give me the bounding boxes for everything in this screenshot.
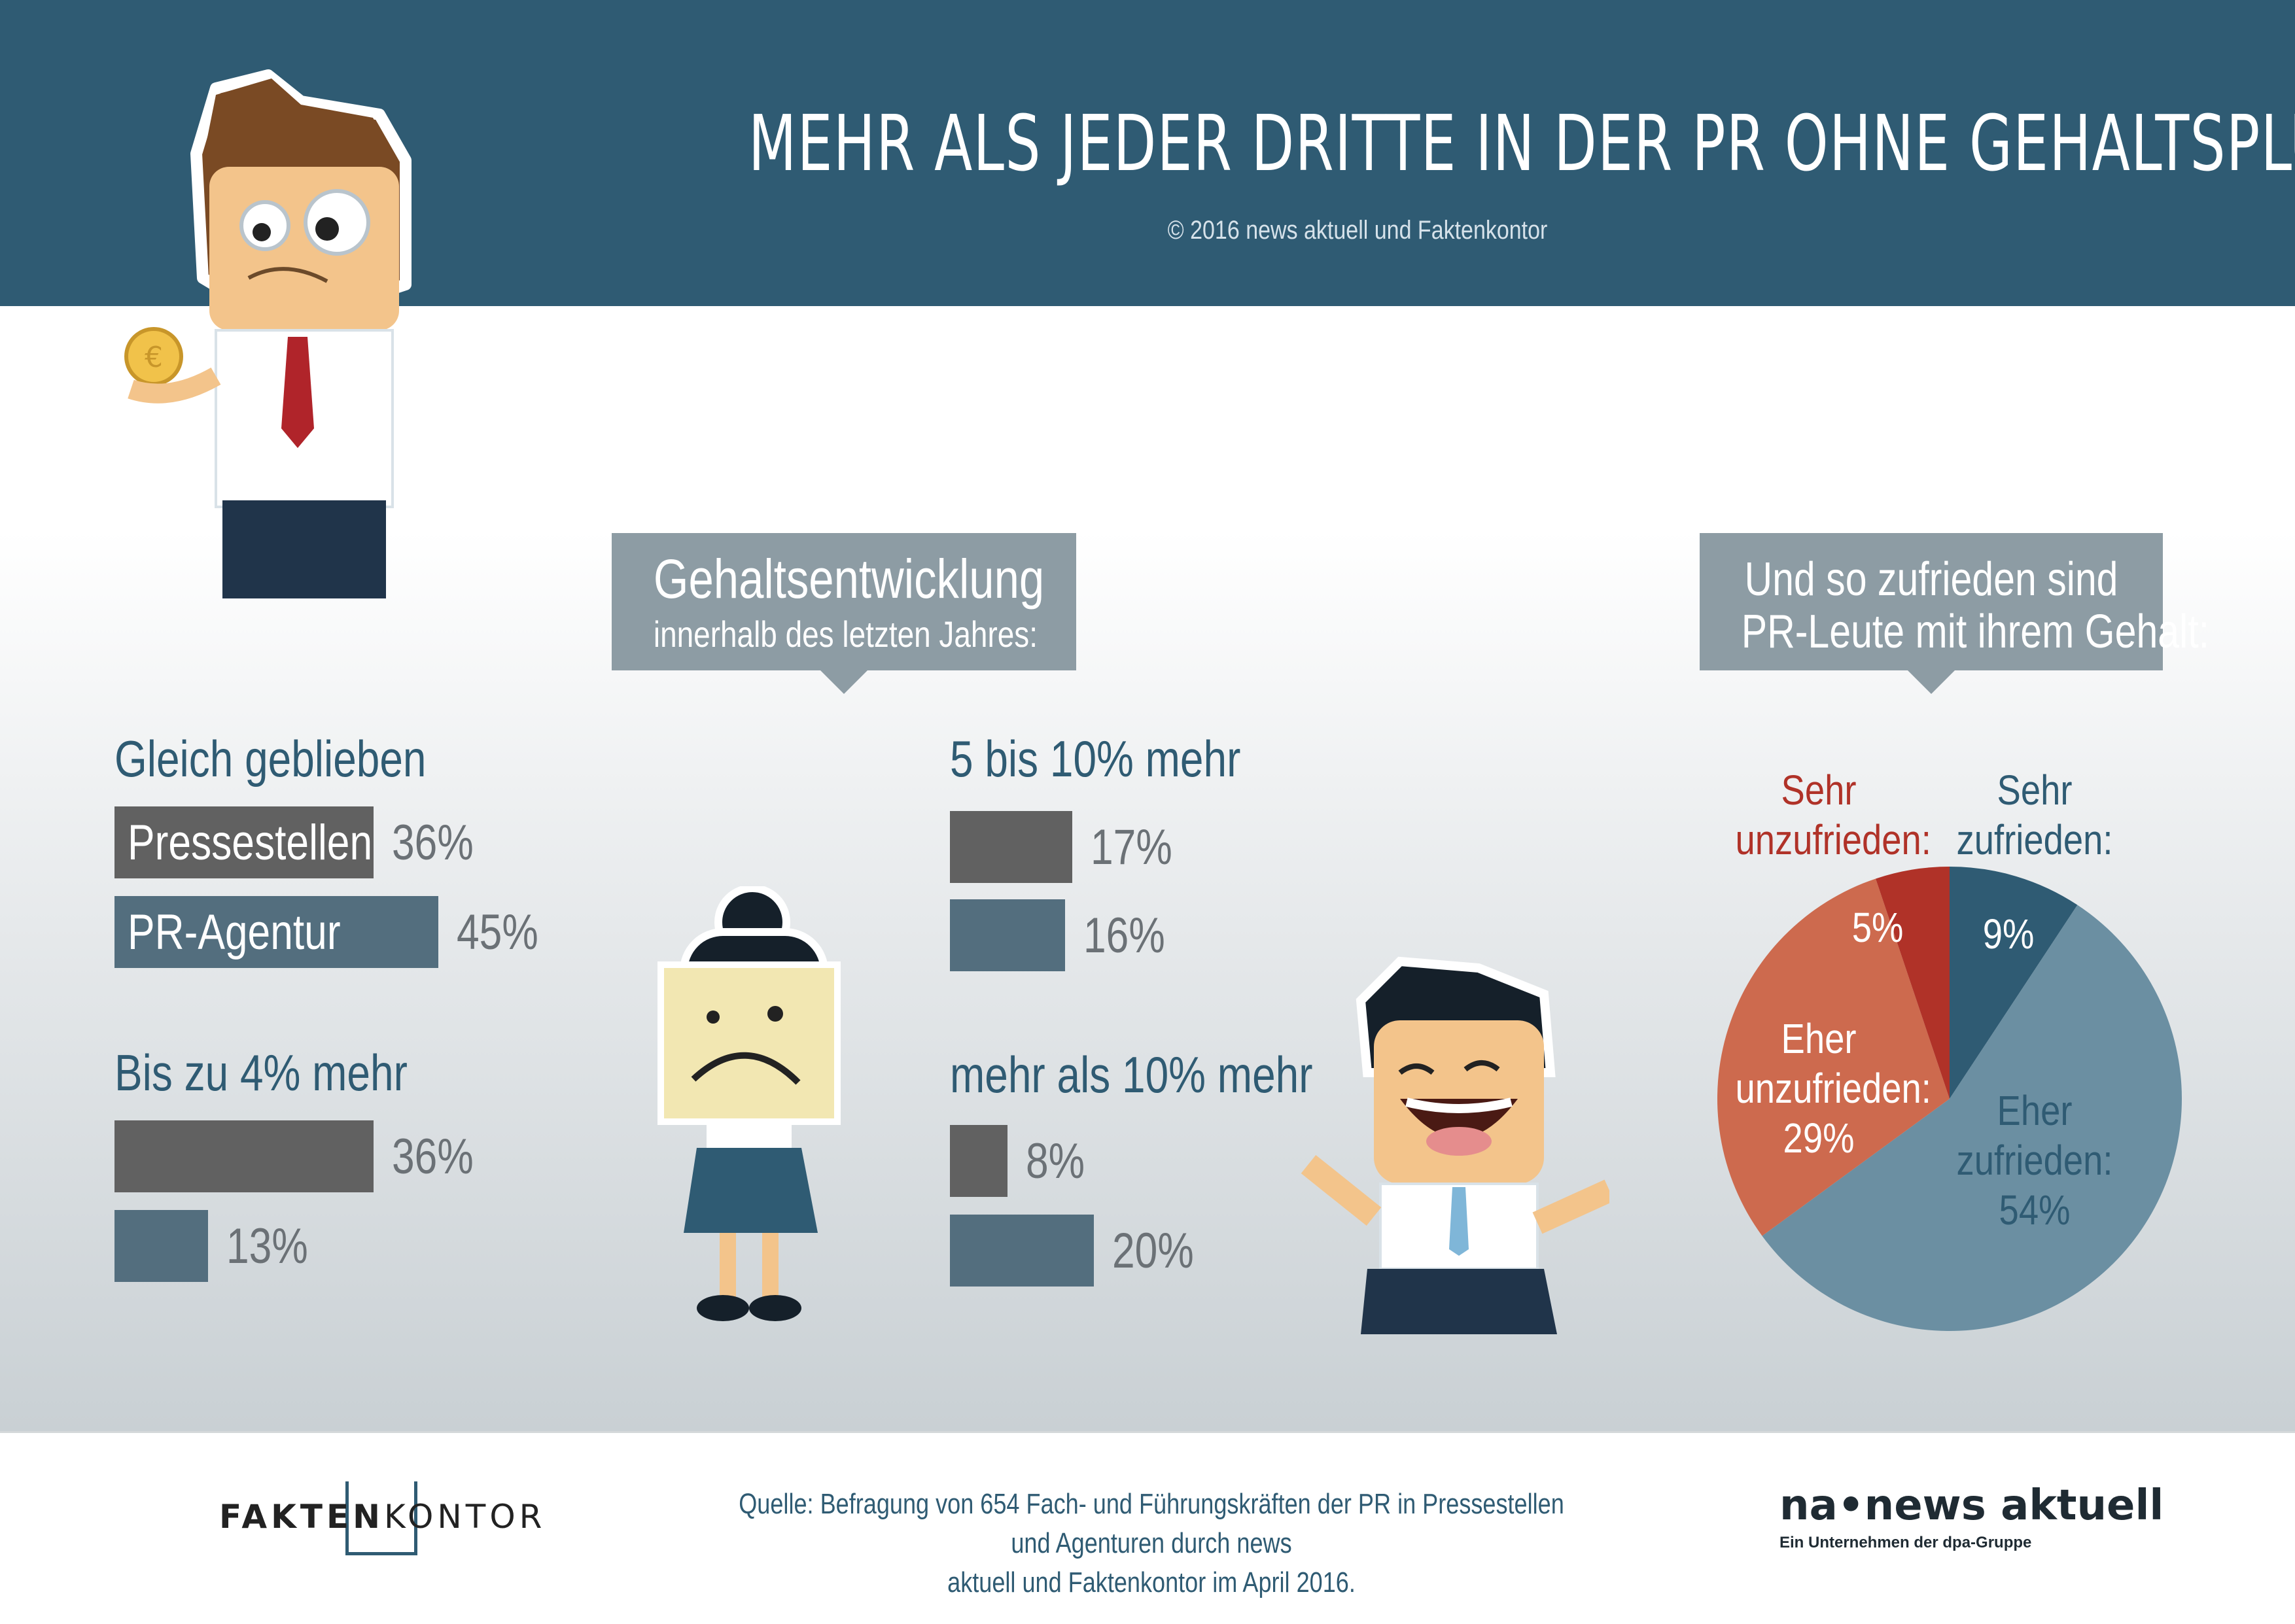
pie-slice-name: Sehr unzufrieden: (1735, 767, 1931, 863)
bar-value-label: 16% (1083, 908, 1165, 963)
series-label: Pressestellen (128, 815, 373, 871)
bar-group-title: 5 bis 10% mehr (950, 730, 1241, 787)
source-line-1: Quelle: Befragung von 654 Fach- und Führ… (739, 1488, 1564, 1559)
callout-subheading: PR-Leute mit ihrem Gehalt: (1741, 606, 2210, 658)
happy-man-illustration (1301, 956, 1609, 1334)
source-line-2: aktuell und Faktenkontor im April 2016. (947, 1566, 1356, 1598)
news-aktuell-tagline: Ein Unternehmen der dpa-Gruppe (1779, 1534, 2032, 1551)
faktenkontor-logo: FAKTENKONTOR (219, 1498, 546, 1536)
bar-pressestellen (114, 1120, 374, 1192)
bar-value-label: 36% (392, 1129, 474, 1184)
news-aktuell-logo: na•news aktuell (1779, 1481, 2164, 1530)
pie-slice-label: Eher unzufrieden: 29% (1735, 1015, 1931, 1162)
pie-slice-value: 5% (1851, 904, 1904, 951)
series-label: PR-Agentur (128, 905, 341, 960)
pie-slice-name: Sehr zufrieden: (1956, 767, 2113, 863)
bar-group-title: Bis zu 4% mehr (114, 1044, 408, 1101)
satisfaction-pie-chart (1717, 867, 2182, 1331)
faktenkontor-logo-frame (345, 1481, 417, 1555)
bar-pr-agentur (950, 899, 1065, 971)
bar-group-title: Gleich geblieben (114, 730, 427, 787)
bar-pressestellen: Pressestellen (114, 806, 374, 878)
bar-value-label: 36% (392, 815, 474, 871)
page-title: MEHR ALS JEDER DRITTE IN DER PR OHNE GEH… (748, 98, 2295, 188)
salary-development-callout: Gehaltsentwicklung innerhalb des letzten… (612, 533, 1076, 694)
footer (0, 1431, 2295, 1624)
bar-value-label: 45% (457, 905, 538, 960)
bar-pressestellen (950, 811, 1072, 883)
sad-man-illustration: € (124, 69, 412, 598)
pie-slice (1876, 867, 1950, 1099)
bar-value-label: 20% (1112, 1223, 1194, 1279)
satisfaction-callout: Und so zufrieden sind PR-Leute mit ihrem… (1700, 533, 2210, 694)
callout-heading: Und so zufrieden sind (1744, 553, 2118, 606)
trousers (1361, 1269, 1557, 1334)
bar-value-label: 17% (1091, 820, 1172, 875)
bar-pr-agentur (950, 1215, 1094, 1287)
pie-slice (1762, 905, 2182, 1331)
tie (281, 337, 314, 448)
pie-slice (1717, 878, 1950, 1236)
skirt (684, 1148, 818, 1233)
bar-value-label: 8% (1026, 1133, 1085, 1189)
pie-slice-value: 9% (1982, 910, 2035, 958)
bar-value-label: 13% (226, 1218, 308, 1274)
logo-bold-part: FAKTEN (219, 1498, 384, 1536)
bar-pr-agentur (114, 1210, 208, 1282)
logo-light-part: KONTOR (383, 1498, 546, 1536)
pie-slice (1950, 867, 2078, 1099)
trousers (222, 500, 386, 598)
sad-woman-illustration (657, 886, 841, 1321)
sad-face-mask (657, 961, 841, 1125)
callout-subheading: innerhalb des letzten Jahres: (653, 613, 1038, 655)
bar-pr-agentur: PR-Agentur (114, 896, 438, 968)
callout-heading: Gehaltsentwicklung (653, 548, 1045, 610)
face (209, 167, 399, 330)
svg-text:€: € (145, 341, 163, 374)
bar-group-title: mehr als 10% mehr (950, 1046, 1313, 1103)
copyright-note: © 2016 news aktuell und Faktenkontor (1167, 216, 1548, 245)
pie-slice-label: Eher zufrieden: 54% (1956, 1087, 2113, 1234)
source-note: Quelle: Befragung von 654 Fach- und Führ… (739, 1485, 1565, 1602)
bar-pressestellen (950, 1125, 1007, 1197)
